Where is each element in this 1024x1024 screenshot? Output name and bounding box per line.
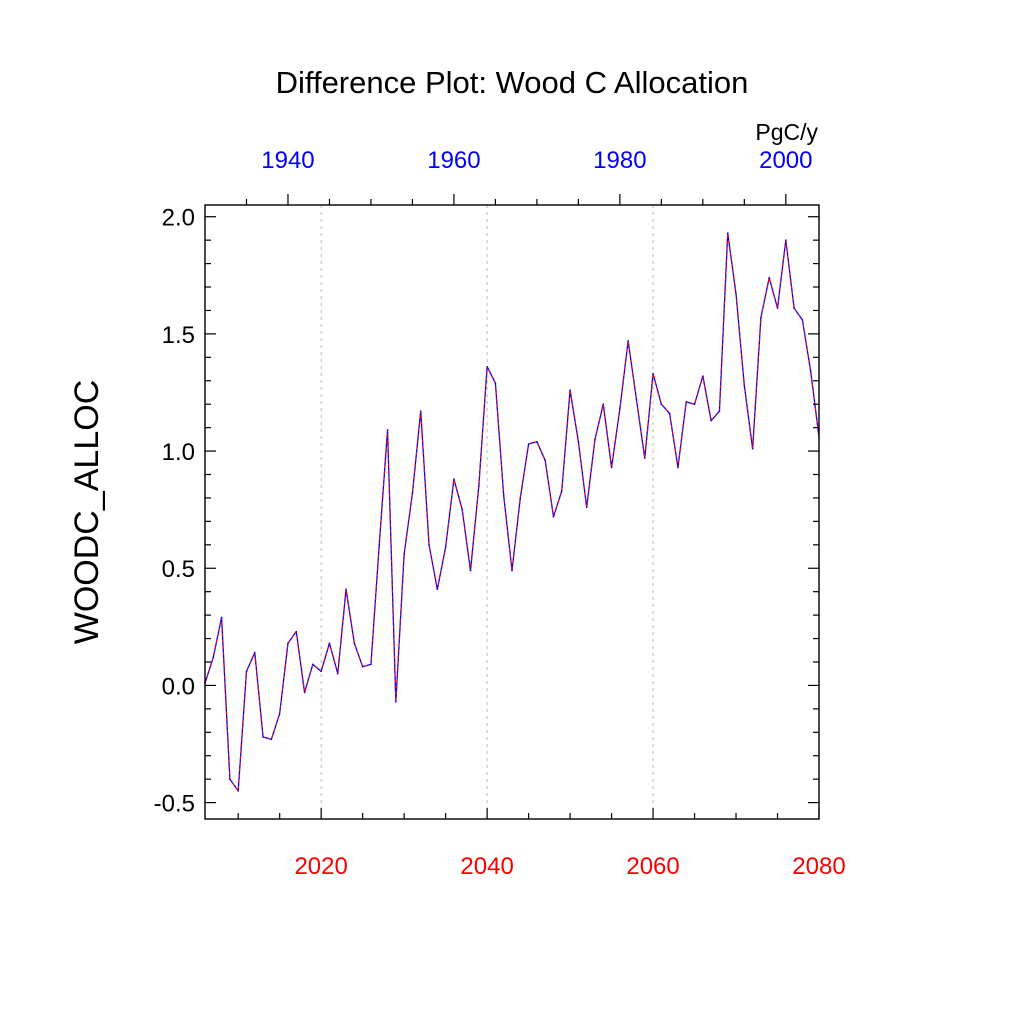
- data-point: [760, 316, 762, 319]
- x-top-tick-label: 1960: [427, 147, 480, 174]
- data-point: [270, 738, 273, 741]
- data-point: [453, 478, 455, 480]
- data-point: [444, 546, 447, 548]
- x-bottom-tick-label: 2020: [294, 853, 347, 880]
- data-point: [751, 447, 754, 450]
- y-axis-label: WOODC_ALLOC: [68, 380, 106, 645]
- data-point: [801, 319, 804, 321]
- y-tick-label: 0.0: [162, 673, 195, 700]
- series-dashed-overlay-difference: [204, 232, 820, 792]
- data-point: [328, 642, 331, 645]
- data-point: [469, 569, 472, 572]
- bottom-axis: 2020 2040 2060 2080: [237, 808, 846, 880]
- data-point: [635, 398, 638, 401]
- data-point: [386, 429, 389, 431]
- x-top-tick-label: 2000: [759, 147, 812, 174]
- data-point: [643, 457, 646, 459]
- data-point: [685, 401, 688, 403]
- data-point: [718, 410, 721, 413]
- data-point: [220, 616, 223, 619]
- data-point: [461, 508, 464, 511]
- x-bottom-tick-label: 2080: [792, 853, 845, 880]
- plot-frame: [204, 204, 820, 820]
- data-point: [419, 410, 422, 413]
- y-tick-label: 2.0: [162, 205, 195, 232]
- y-axis: -0.5 0.0 0.5 1.0 1.5 2.0: [154, 205, 819, 818]
- data-point: [560, 490, 563, 492]
- data-point: [809, 370, 812, 373]
- data-point: [245, 670, 248, 673]
- data-point: [502, 494, 505, 497]
- data-point: [602, 403, 605, 405]
- data-point: [303, 691, 306, 694]
- y-tick-label: 1.5: [162, 322, 195, 349]
- data-point: [519, 497, 522, 499]
- data-point: [403, 553, 405, 555]
- data-point: [660, 403, 663, 405]
- x-top-tick-label: 1980: [593, 147, 646, 174]
- y-tick-label: 0.5: [162, 556, 195, 583]
- x-top-tick-label: 1940: [261, 147, 314, 174]
- data-point: [793, 307, 795, 309]
- top-axis: 1940 1960 1980 2000: [245, 147, 813, 205]
- data-point: [677, 466, 679, 469]
- data-point: [594, 438, 596, 441]
- data-point: [668, 412, 671, 415]
- data-point: [378, 544, 381, 546]
- data-point: [212, 656, 215, 659]
- gridlines: [320, 205, 654, 819]
- y-tick-label: 1.0: [162, 439, 195, 466]
- data-point: [735, 293, 737, 295]
- data-point: [610, 466, 613, 469]
- data-point: [536, 440, 538, 443]
- units-label: PgC/y: [755, 119, 818, 145]
- data-point: [295, 630, 298, 633]
- data-point: [577, 440, 580, 443]
- data-point: [627, 340, 629, 342]
- data-point: [353, 642, 356, 645]
- data-point: [229, 778, 231, 780]
- data-point: [370, 663, 372, 666]
- y-tick-label: -0.5: [154, 791, 195, 818]
- data-point: [768, 276, 771, 279]
- chart-title: Difference Plot: Wood C Allocation: [276, 65, 749, 100]
- data-point: [336, 672, 339, 675]
- data-point: [312, 663, 314, 666]
- data-point: [494, 382, 497, 384]
- data-point: [527, 443, 530, 445]
- data-point: [345, 588, 347, 591]
- data-point: [320, 670, 322, 673]
- data-point: [585, 506, 588, 509]
- data-point: [411, 492, 414, 495]
- data-point: [361, 665, 364, 668]
- data-point: [785, 239, 787, 241]
- data-point: [702, 375, 704, 377]
- data-point: [693, 403, 696, 405]
- data-point: [511, 569, 513, 572]
- data-point: [776, 307, 779, 309]
- data-point: [253, 651, 256, 654]
- data-point: [278, 712, 281, 715]
- data-point: [544, 459, 546, 462]
- data-point: [395, 701, 397, 703]
- data-point: [287, 642, 289, 645]
- data-point: [478, 485, 480, 488]
- x-bottom-tick-label: 2060: [626, 853, 679, 880]
- data-point: [436, 588, 439, 591]
- data-lines: [204, 232, 820, 792]
- data-point: [652, 372, 654, 375]
- data-point: [726, 232, 729, 234]
- series-line-difference: [204, 232, 820, 792]
- data-point: [743, 384, 746, 387]
- data-point: [552, 515, 555, 518]
- data-point: [262, 736, 264, 738]
- data-point: [619, 408, 621, 410]
- data-point: [569, 389, 571, 391]
- data-point: [237, 790, 239, 792]
- data-point: [486, 365, 488, 368]
- x-bottom-tick-label: 2040: [460, 853, 513, 880]
- data-point: [710, 419, 712, 422]
- data-point: [428, 544, 430, 546]
